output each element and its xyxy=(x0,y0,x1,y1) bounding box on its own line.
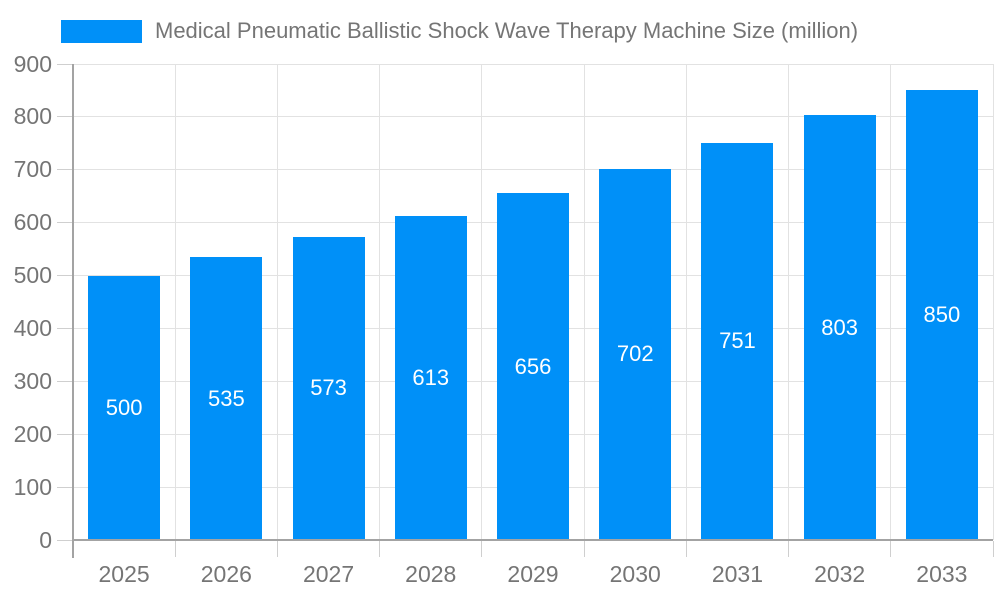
legend-swatch xyxy=(61,19,142,43)
x-axis-tick xyxy=(992,541,994,557)
y-axis-tick xyxy=(57,380,73,382)
gridline xyxy=(174,64,176,540)
x-tick-label: 2025 xyxy=(98,561,150,587)
bar[interactable]: 573 xyxy=(292,236,365,540)
bar-value-label: 613 xyxy=(412,364,450,390)
y-tick-label: 700 xyxy=(13,156,52,183)
y-axis-tick xyxy=(57,327,73,329)
gridline xyxy=(583,64,585,540)
gridline xyxy=(276,64,278,540)
gridline xyxy=(788,64,790,540)
gridline xyxy=(685,64,687,540)
bar-value-label: 535 xyxy=(207,385,245,411)
x-tick-label: 2028 xyxy=(405,561,457,587)
y-tick-label: 200 xyxy=(13,420,52,447)
bar-value-label: 803 xyxy=(821,314,859,340)
gridline xyxy=(73,169,993,171)
x-tick-label: 2033 xyxy=(916,561,968,587)
bar[interactable]: 751 xyxy=(701,142,774,540)
y-tick-label: 100 xyxy=(13,473,52,500)
x-axis-tick xyxy=(174,541,176,557)
gridline xyxy=(73,116,993,118)
x-axis-tick xyxy=(890,541,892,557)
x-tick-label: 2026 xyxy=(200,561,252,587)
y-tick-label: 800 xyxy=(13,103,52,130)
bar[interactable]: 702 xyxy=(599,168,672,540)
y-axis-tick xyxy=(57,169,73,171)
bar[interactable]: 613 xyxy=(394,215,467,540)
bar-value-label: 500 xyxy=(105,394,143,420)
gridline xyxy=(379,64,381,540)
x-axis-tick xyxy=(481,541,483,557)
y-axis-line xyxy=(72,64,74,558)
x-axis-tick xyxy=(788,541,790,557)
bar-value-label: 702 xyxy=(616,341,654,367)
bar-value-label: 656 xyxy=(514,353,552,379)
bar-value-label: 850 xyxy=(923,302,961,328)
x-tick-label: 2032 xyxy=(814,561,866,587)
bar[interactable]: 850 xyxy=(905,90,978,540)
y-tick-label: 400 xyxy=(13,314,52,341)
gridline xyxy=(992,64,994,540)
gridline xyxy=(73,63,993,65)
y-tick-label: 600 xyxy=(13,209,52,236)
bar[interactable]: 803 xyxy=(803,115,876,540)
x-axis-tick xyxy=(583,541,585,557)
y-axis-tick xyxy=(57,486,73,488)
y-tick-label: 300 xyxy=(13,367,52,394)
y-axis-tick xyxy=(57,539,73,541)
x-tick-label: 2027 xyxy=(302,561,355,587)
bar-value-label: 573 xyxy=(310,375,347,401)
gridline xyxy=(890,64,892,540)
legend-label: Medical Pneumatic Ballistic Shock Wave T… xyxy=(155,18,859,43)
y-tick-label: 900 xyxy=(13,50,52,77)
y-tick-label: 500 xyxy=(13,262,52,289)
x-tick-label: 2031 xyxy=(711,561,764,587)
legend-item[interactable]: Medical Pneumatic Ballistic Shock Wave T… xyxy=(61,18,858,44)
x-axis-line xyxy=(72,539,993,541)
x-axis-tick xyxy=(379,541,381,557)
x-axis-tick xyxy=(276,541,278,557)
bar[interactable]: 500 xyxy=(88,275,161,540)
y-axis-tick xyxy=(57,116,73,118)
x-tick-label: 2029 xyxy=(507,561,559,587)
gridline xyxy=(481,64,483,540)
y-tick-label: 0 xyxy=(39,526,52,553)
bar-value-label: 751 xyxy=(719,328,756,354)
y-axis-tick xyxy=(57,63,73,65)
x-tick-label: 2030 xyxy=(609,561,661,587)
y-axis-tick xyxy=(57,275,73,277)
y-axis-tick xyxy=(57,433,73,435)
x-axis-tick xyxy=(685,541,687,557)
bar[interactable]: 535 xyxy=(190,257,263,540)
bar[interactable]: 656 xyxy=(497,193,569,540)
y-axis-tick xyxy=(57,222,73,224)
